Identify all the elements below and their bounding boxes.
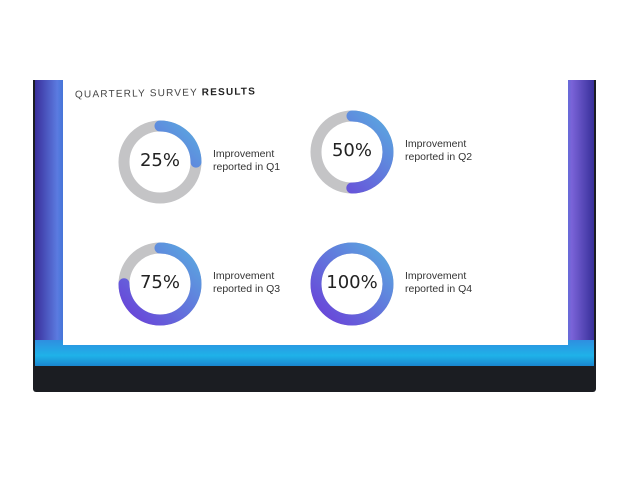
donut-ring (310, 110, 394, 194)
donut-percent-label: 75% (139, 272, 180, 293)
donut-percent-label: 25% (139, 150, 180, 171)
donut-ring (118, 242, 202, 326)
donut-caption: Improvement reported in Q4 (405, 270, 473, 295)
donut-arc (118, 242, 202, 326)
donut-caption: Improvement reported in Q2 (405, 138, 473, 163)
donut-caption: Improvement reported in Q3 (213, 270, 281, 295)
donut-caption: Improvement reported in Q1 (213, 148, 281, 173)
donut-ring (118, 120, 202, 204)
donut-percent-label: 100% (326, 272, 378, 293)
donut-ring (310, 242, 394, 326)
presentation-slide: QUARTERLY SURVEY RESULTS 25% Improvement… (63, 80, 568, 345)
donut-arc (310, 242, 394, 326)
donut-arc (118, 120, 202, 204)
donut-percent-label: 50% (331, 140, 372, 161)
donut-arc (310, 110, 394, 194)
slide-title: QUARTERLY SURVEY RESULTS (74, 86, 257, 101)
